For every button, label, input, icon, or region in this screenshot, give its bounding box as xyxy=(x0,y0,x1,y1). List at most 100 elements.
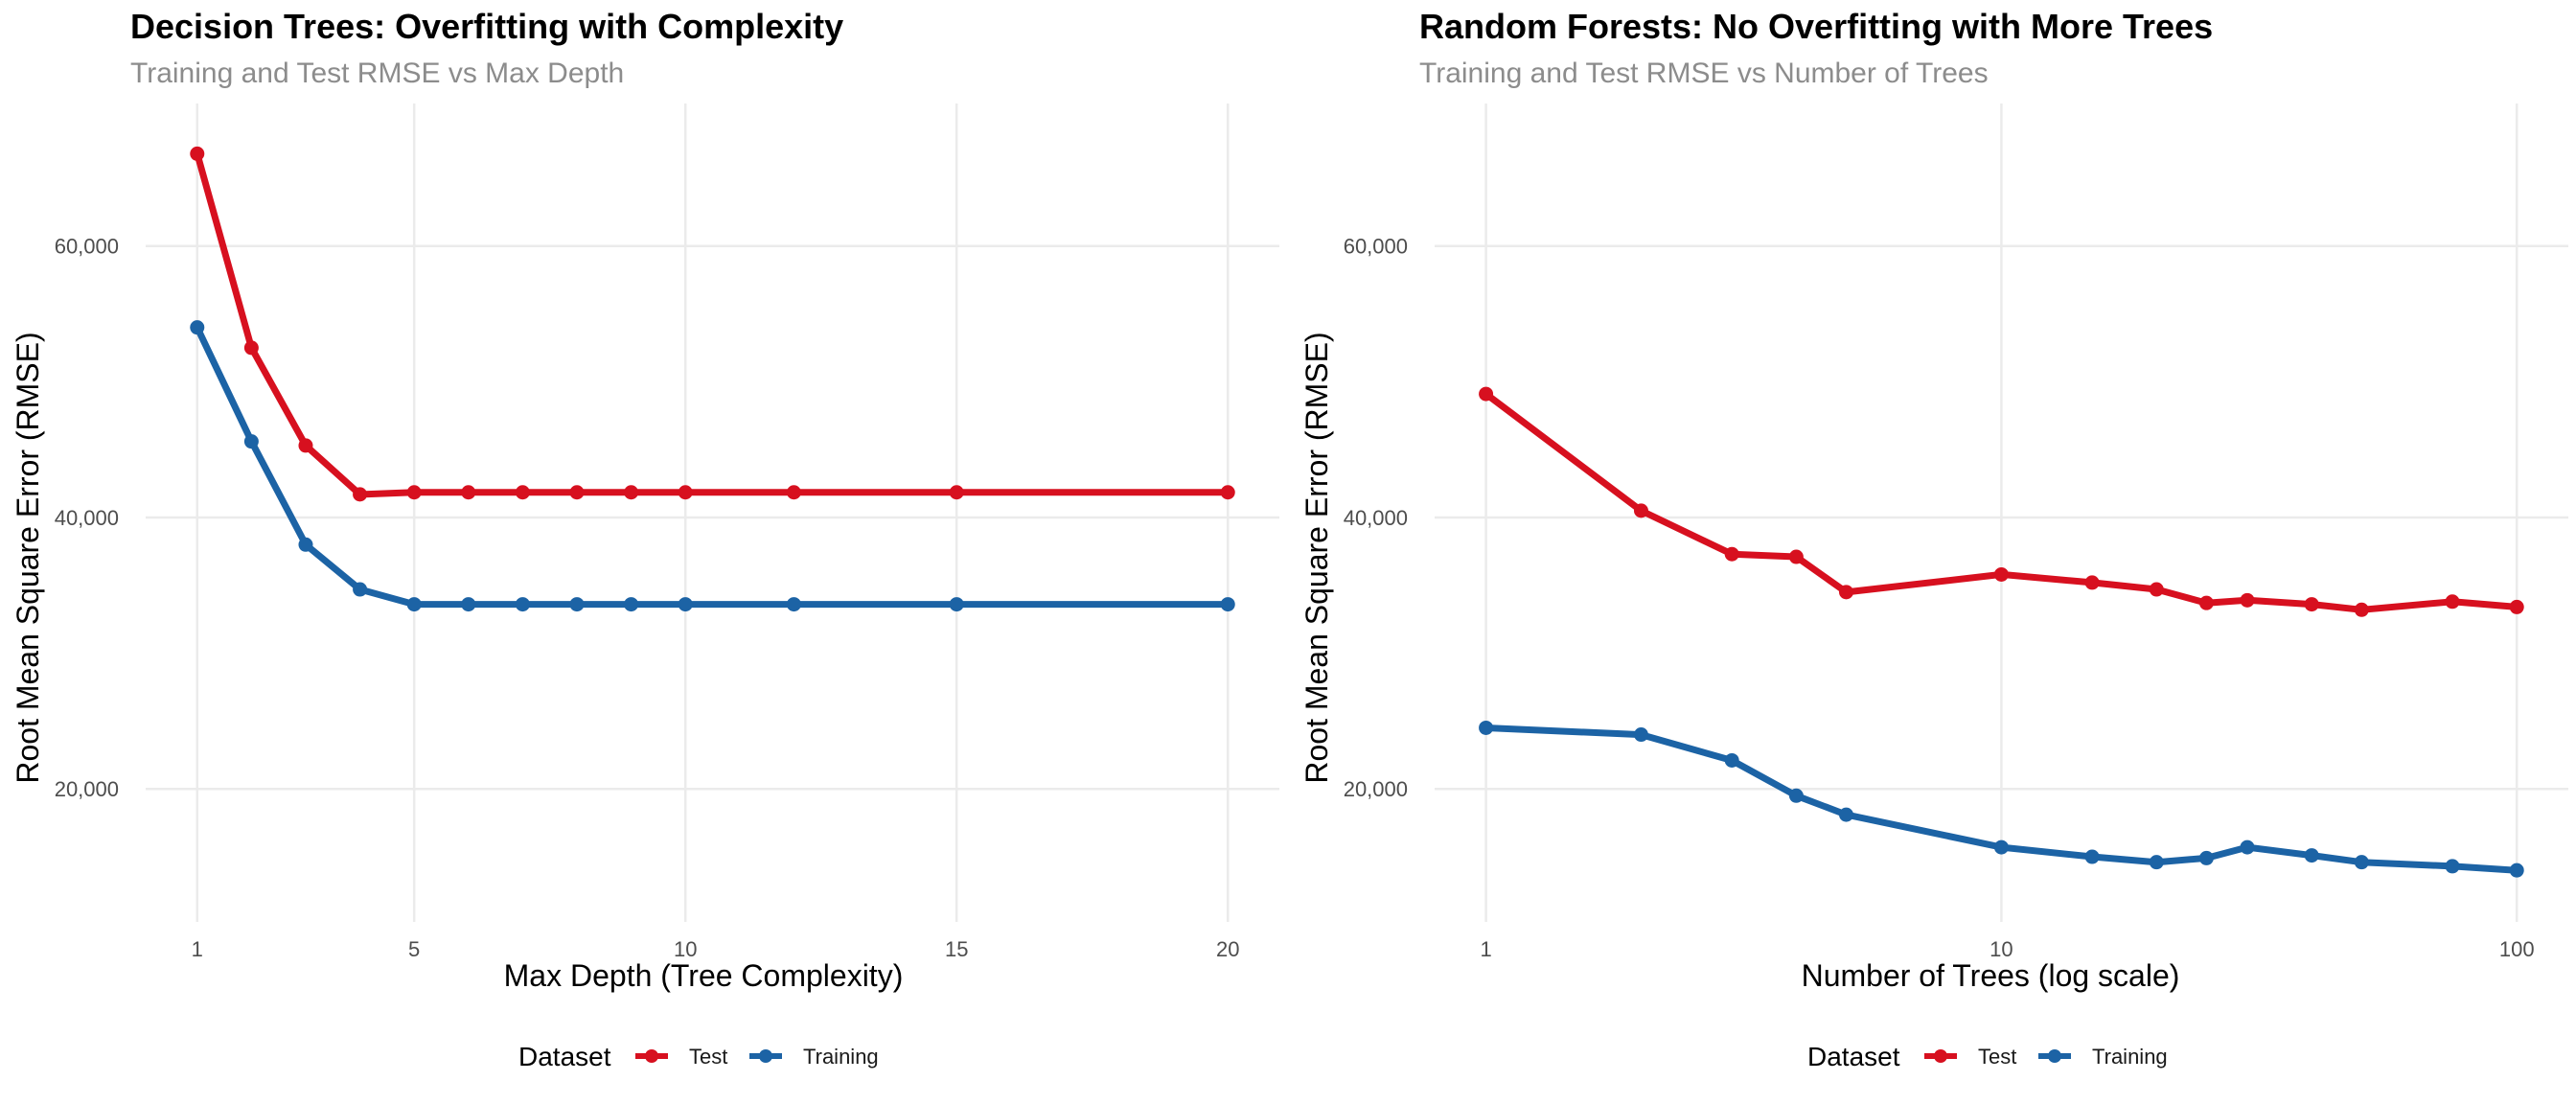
panel-decision-trees: Decision Trees: Overfitting with Complex… xyxy=(11,7,1279,1071)
y-tick-label: 40,000 xyxy=(55,506,119,530)
legend: Dataset Test Training xyxy=(1807,1042,2168,1071)
data-point-training xyxy=(1724,752,1739,768)
data-point-test xyxy=(786,485,801,500)
series-line-test xyxy=(1483,390,2520,613)
data-point-test xyxy=(2354,602,2369,617)
data-point-test xyxy=(243,340,259,356)
data-point-test xyxy=(2445,594,2460,610)
x-tick-label: 5 xyxy=(408,937,420,961)
data-point-test xyxy=(678,485,693,500)
legend-title: Dataset xyxy=(1807,1042,1900,1071)
data-point-test xyxy=(1788,549,1804,564)
data-point-test xyxy=(2509,599,2524,614)
data-point-training xyxy=(2240,840,2255,855)
data-point-training xyxy=(298,537,313,552)
legend-key-point-training xyxy=(2048,1049,2061,1063)
y-tick-label: 40,000 xyxy=(1344,506,1408,530)
data-point-training xyxy=(786,597,801,612)
chart-subtitle: Training and Test RMSE vs Number of Tree… xyxy=(1419,58,1989,89)
legend-item-training: Training xyxy=(2038,1045,2168,1069)
x-tick-label: 15 xyxy=(945,937,968,961)
data-point-test xyxy=(1724,546,1739,562)
data-point-test xyxy=(515,485,530,500)
data-point-test xyxy=(569,485,585,500)
x-tick-label: 10 xyxy=(1990,937,2012,961)
legend-key-point-test xyxy=(645,1049,658,1063)
data-point-test xyxy=(2240,592,2255,608)
y-axis-title: Root Mean Square Error (RMSE) xyxy=(1300,332,1334,783)
plot-area: 1 10 100 20,000 40,000 60,000 xyxy=(1344,104,2568,961)
data-point-training xyxy=(2445,859,2460,874)
legend-key-point-test xyxy=(1934,1049,1947,1063)
legend-title: Dataset xyxy=(518,1042,611,1071)
legend-item-test: Test xyxy=(1924,1045,2016,1069)
data-point-test xyxy=(461,485,476,500)
chart-title: Decision Trees: Overfitting with Complex… xyxy=(130,7,843,46)
data-point-test xyxy=(1479,386,1494,402)
data-point-training xyxy=(569,597,585,612)
data-point-training xyxy=(190,320,205,335)
data-point-test xyxy=(2149,582,2164,597)
y-tick-label: 20,000 xyxy=(1344,777,1408,801)
data-point-test xyxy=(190,146,205,161)
x-tick-label: 10 xyxy=(674,937,697,961)
data-point-training xyxy=(1220,597,1235,612)
x-axis-title: Max Depth (Tree Complexity) xyxy=(504,958,904,993)
x-tick-label: 100 xyxy=(2499,937,2535,961)
data-point-test xyxy=(2084,575,2100,590)
data-point-test xyxy=(1993,566,2009,582)
legend-label-training: Training xyxy=(2092,1045,2168,1069)
data-point-training xyxy=(1838,807,1853,822)
chart-title: Random Forests: No Overfitting with More… xyxy=(1419,7,2213,46)
legend-item-training: Training xyxy=(749,1045,879,1069)
y-tick-label: 60,000 xyxy=(1344,235,1408,259)
data-point-test xyxy=(1633,503,1648,518)
y-tick-label: 60,000 xyxy=(55,235,119,259)
data-point-training xyxy=(2198,850,2214,865)
legend-label-test: Test xyxy=(1978,1045,2016,1069)
data-point-training xyxy=(949,597,964,612)
data-point-training xyxy=(624,597,639,612)
legend-label-test: Test xyxy=(689,1045,727,1069)
data-point-test xyxy=(2304,597,2319,612)
data-point-test xyxy=(1838,585,1853,600)
legend-label-training: Training xyxy=(803,1045,879,1069)
data-point-training xyxy=(1633,727,1648,743)
x-axis-title: Number of Trees (log scale) xyxy=(1802,958,2180,993)
data-point-training xyxy=(678,597,693,612)
data-point-test xyxy=(406,485,422,500)
data-point-training xyxy=(243,434,259,449)
data-point-test xyxy=(298,438,313,453)
series-line-training xyxy=(1483,724,2520,874)
data-point-test xyxy=(353,487,368,502)
data-point-training xyxy=(1993,840,2009,855)
chart-subtitle: Training and Test RMSE vs Max Depth xyxy=(130,58,624,89)
data-point-training xyxy=(1479,720,1494,735)
data-point-test xyxy=(2198,595,2214,610)
data-point-training xyxy=(2084,849,2100,864)
x-tick-label: 1 xyxy=(1480,937,1491,961)
x-tick-label: 1 xyxy=(192,937,203,961)
x-tick-label: 20 xyxy=(1216,937,1239,961)
y-axis-title: Root Mean Square Error (RMSE) xyxy=(11,332,45,783)
data-point-training xyxy=(2354,855,2369,870)
data-point-training xyxy=(515,597,530,612)
data-point-training xyxy=(1788,788,1804,803)
y-tick-label: 20,000 xyxy=(55,777,119,801)
series-line-test xyxy=(194,150,1231,498)
data-point-test xyxy=(624,485,639,500)
data-point-test xyxy=(949,485,964,500)
data-point-test xyxy=(1220,485,1235,500)
legend: Dataset Test Training xyxy=(518,1042,879,1071)
data-point-training xyxy=(2304,848,2319,863)
panel-random-forests: Random Forests: No Overfitting with More… xyxy=(1300,7,2568,1071)
data-point-training xyxy=(406,597,422,612)
series-line-training xyxy=(194,324,1231,609)
data-point-training xyxy=(2149,855,2164,870)
legend-item-test: Test xyxy=(635,1045,727,1069)
legend-key-point-training xyxy=(759,1049,772,1063)
data-point-training xyxy=(2509,862,2524,878)
data-point-training xyxy=(461,597,476,612)
